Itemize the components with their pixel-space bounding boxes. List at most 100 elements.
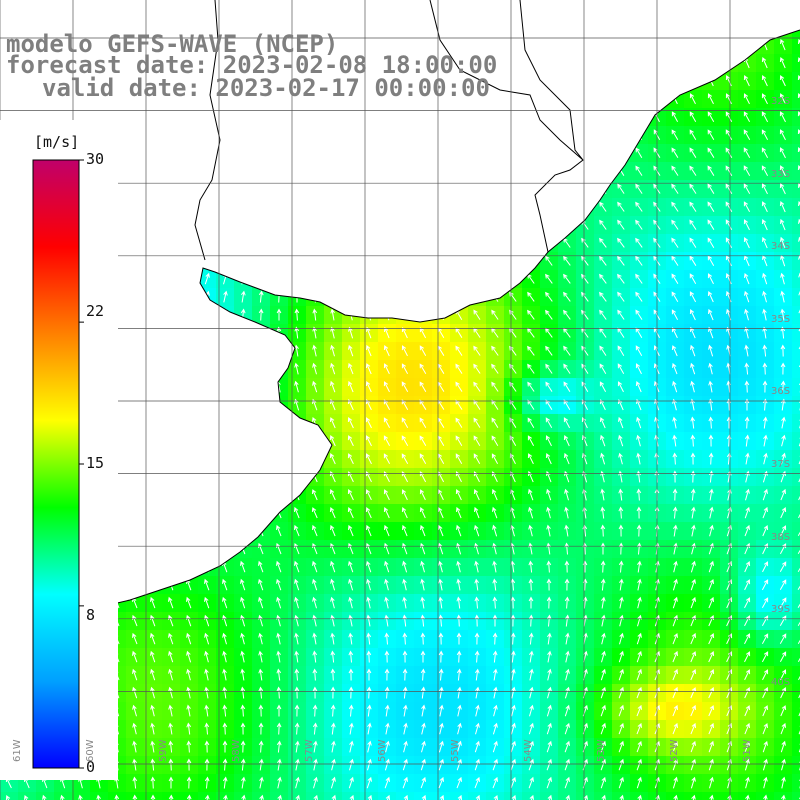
wind-arrow [437, 507, 444, 519]
wind-arrow [366, 524, 372, 537]
wind-arrow [600, 704, 606, 717]
wind-arrow [329, 435, 336, 447]
wind-arrow [241, 290, 246, 303]
wind-arrow [276, 722, 282, 735]
wind-arrow [743, 183, 751, 195]
wind-arrow [709, 794, 714, 800]
wind-arrow [457, 704, 462, 717]
wind-arrow [600, 542, 606, 555]
wind-arrow [744, 344, 749, 357]
wind-arrow [474, 506, 480, 519]
wind-arrow [473, 417, 481, 428]
wind-arrow [743, 147, 751, 159]
wind-arrow [510, 632, 516, 645]
wind-arrow [762, 525, 769, 537]
coastline [0, 29, 800, 623]
title-model: modelo GEFS-WAVE (NCEP) [6, 30, 339, 58]
wind-arrow [779, 57, 786, 69]
wind-arrow [726, 687, 733, 699]
wind-arrow [384, 668, 390, 681]
wind-arrow [473, 489, 480, 501]
wind-arrow [635, 165, 643, 176]
wind-arrow [455, 435, 463, 446]
wind-arrow [439, 704, 444, 717]
wind-arrow [617, 201, 625, 212]
wind-arrow [240, 578, 246, 591]
wind-arrow [599, 291, 607, 302]
wind-arrow [528, 596, 534, 609]
wind-arrow [204, 758, 210, 771]
wind-arrow [384, 524, 390, 537]
wind-arrow [492, 776, 498, 789]
wind-arrow [330, 776, 336, 789]
wind-arrow [5, 795, 11, 800]
wind-arrow [330, 398, 336, 411]
wind-arrow [635, 381, 642, 393]
wind-arrow [564, 776, 570, 789]
wind-arrow [491, 399, 499, 410]
wind-arrow [725, 147, 733, 158]
wind-arrow [42, 794, 47, 800]
wind-arrow [474, 650, 480, 663]
wind-arrow [258, 632, 263, 645]
wind-arrow [745, 794, 750, 800]
wind-arrow [743, 201, 751, 213]
wind-arrow [384, 686, 390, 699]
wind-arrow [492, 614, 498, 627]
wind-arrow [312, 308, 318, 321]
wind-arrow [636, 488, 642, 501]
wind-arrow [294, 398, 300, 411]
wind-arrow [186, 704, 191, 717]
wind-arrow [385, 740, 390, 753]
wind-arrow [474, 578, 479, 591]
wind-arrow [689, 219, 697, 230]
wind-arrow [601, 794, 606, 800]
wind-arrow [510, 758, 516, 771]
wind-arrow [707, 255, 715, 267]
wind-arrow [600, 722, 606, 735]
wind-arrow [222, 614, 228, 627]
wind-arrow [402, 560, 408, 573]
wind-arrow [474, 776, 480, 789]
wind-arrow [348, 524, 354, 537]
wind-arrow [781, 794, 786, 800]
wind-arrow [546, 506, 551, 519]
wind-arrow [240, 614, 246, 627]
wind-arrow [690, 632, 696, 645]
wind-arrow [367, 794, 372, 800]
wind-arrow [313, 794, 318, 800]
wind-arrow [474, 668, 480, 681]
wind-speed-cell [540, 792, 559, 800]
wind-arrow [546, 704, 552, 717]
wind-arrow [438, 524, 444, 537]
wind-arrow [762, 308, 767, 321]
wind-arrow [599, 381, 607, 393]
wind-arrow [330, 596, 335, 609]
wind-arrow [347, 507, 354, 519]
wind-arrow [96, 794, 101, 800]
wind-arrow [456, 596, 462, 609]
wind-arrow [636, 398, 642, 411]
wind-arrow [384, 560, 390, 573]
wind-arrow [582, 434, 588, 447]
wind-arrow [511, 668, 516, 681]
wind-speed-cell [792, 162, 800, 181]
wind-arrow [474, 524, 480, 537]
wind-arrow [671, 273, 679, 284]
wind-arrow [311, 507, 318, 519]
wind-speed-cell [792, 90, 800, 109]
wind-arrow [781, 398, 786, 411]
wind-arrow [312, 722, 318, 735]
wind-arrow [565, 794, 570, 800]
wind-arrow [186, 794, 192, 800]
wind-arrow [367, 758, 372, 771]
wind-arrow [312, 524, 318, 537]
wind-arrow [384, 776, 390, 789]
wind-arrow [383, 345, 390, 357]
wind-arrow [780, 236, 786, 249]
wind-speed-cell [792, 684, 800, 703]
wind-arrow [312, 614, 317, 627]
wind-arrow [708, 560, 714, 573]
wind-arrow [583, 794, 588, 800]
wind-arrow [276, 650, 281, 663]
